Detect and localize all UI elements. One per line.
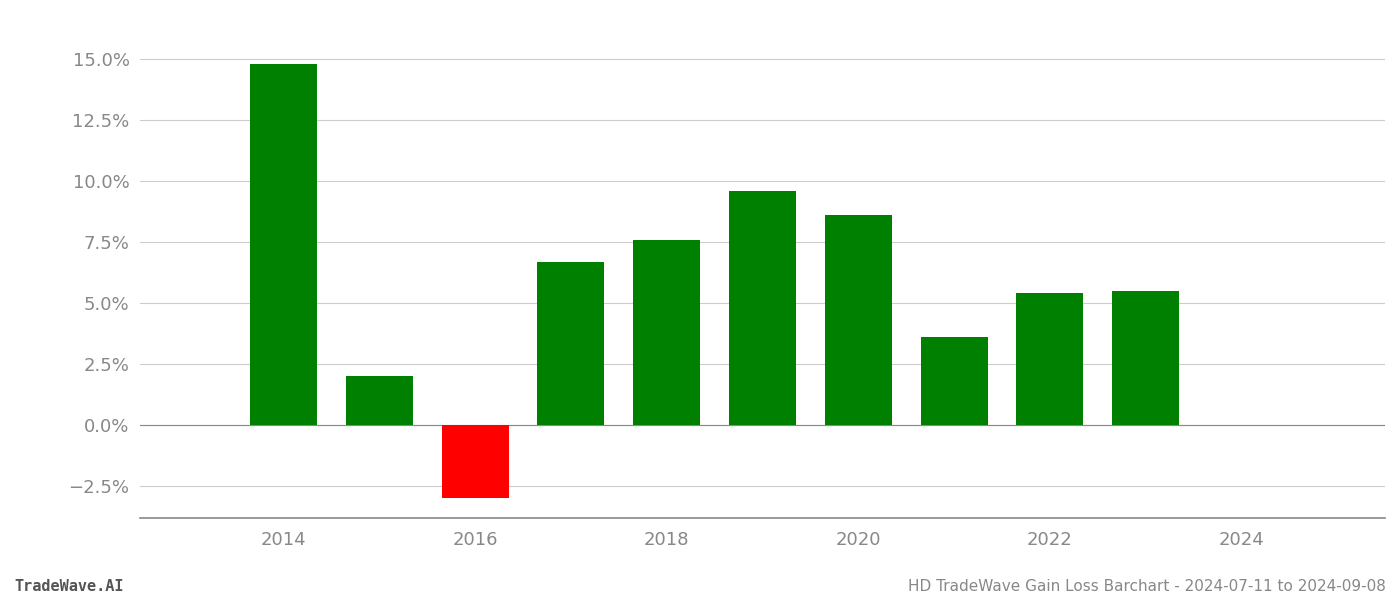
Bar [538,262,605,425]
Bar [921,337,987,425]
Bar [1016,293,1084,425]
Bar [1112,291,1179,425]
Bar [441,425,508,498]
Bar [251,64,318,425]
Bar [729,191,797,425]
Bar [633,239,700,425]
Text: HD TradeWave Gain Loss Barchart - 2024-07-11 to 2024-09-08: HD TradeWave Gain Loss Barchart - 2024-0… [909,579,1386,594]
Bar [825,215,892,425]
Text: TradeWave.AI: TradeWave.AI [14,579,123,594]
Bar [346,376,413,425]
